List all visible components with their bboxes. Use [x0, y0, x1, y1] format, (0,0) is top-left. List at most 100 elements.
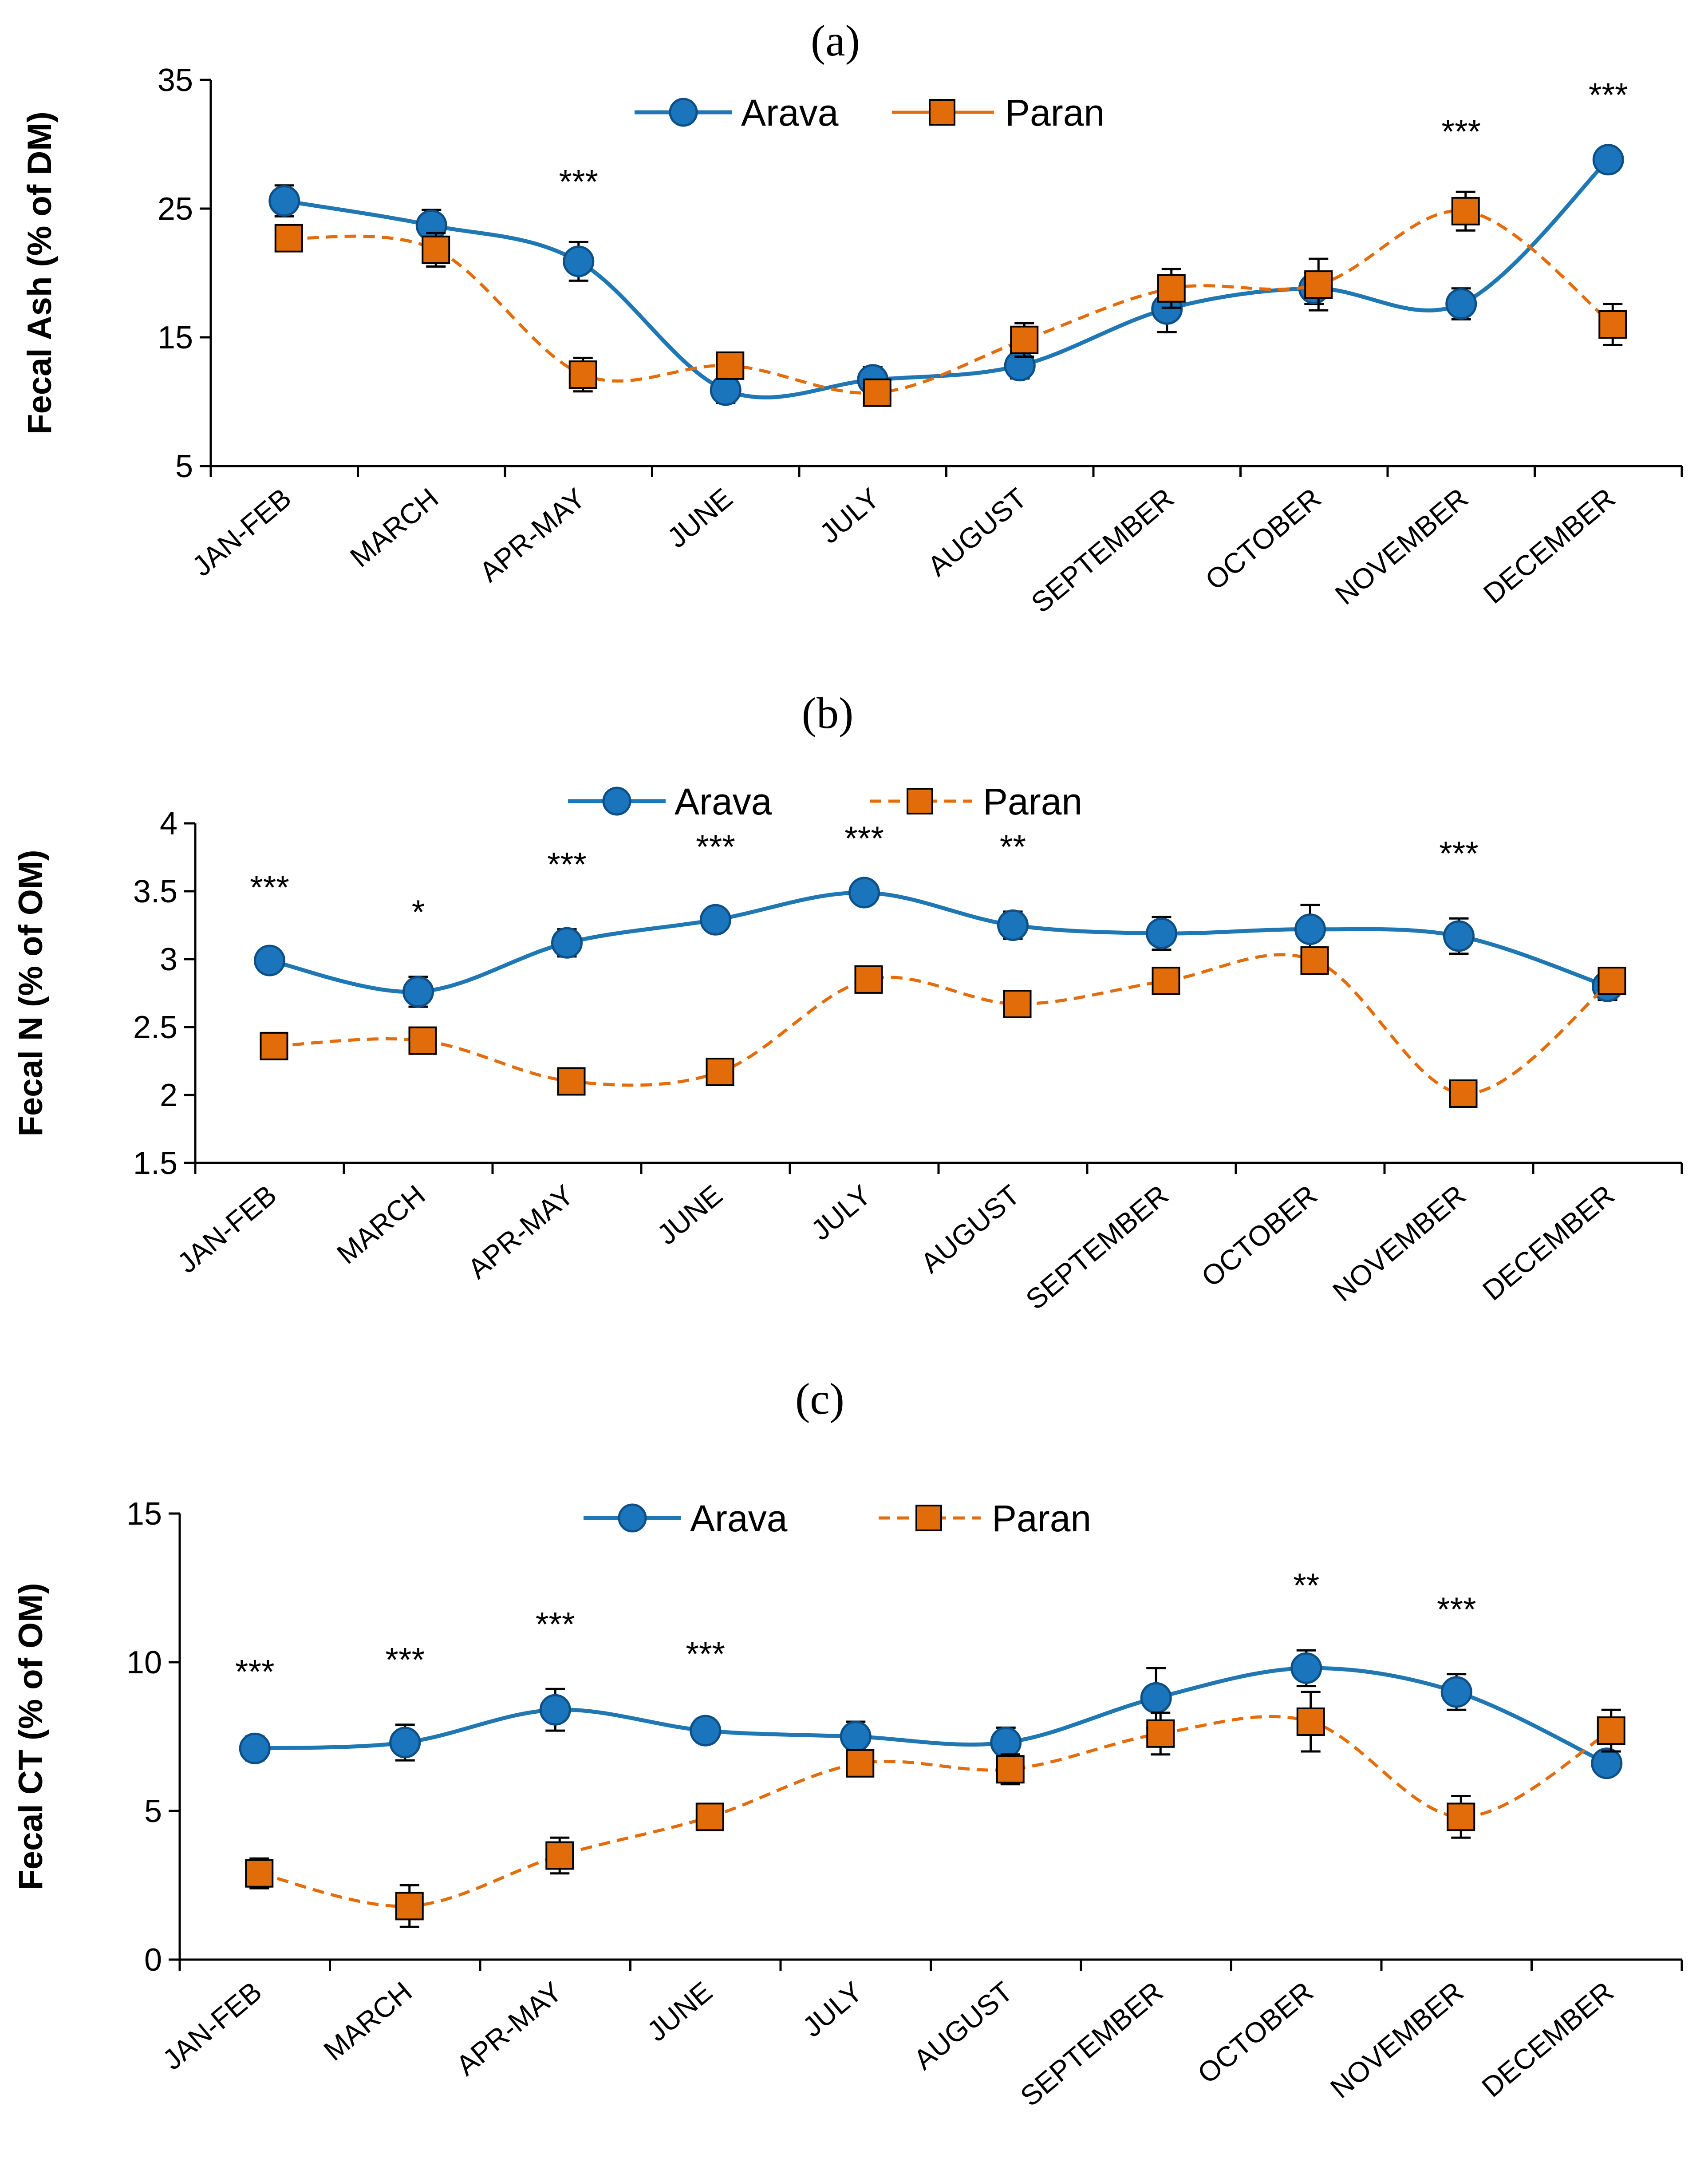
y-tick-label: 5: [144, 1794, 162, 1829]
x-tick-label: JULY: [797, 1976, 869, 2043]
data-point: [1152, 966, 1180, 995]
x-tick-label: OCTOBER: [1199, 482, 1327, 597]
data-point: [700, 904, 731, 936]
x-tick-label: NOVEMBER: [1329, 482, 1474, 611]
data-point: [1294, 913, 1326, 945]
panel-label: (a): [811, 16, 860, 65]
data-point: [1304, 270, 1333, 299]
legend-label-arava: Arava: [690, 1498, 788, 1539]
data-point: [1300, 946, 1329, 975]
x-tick-label: JUNE: [661, 482, 738, 554]
x-tick-label: AUGUST: [907, 1976, 1019, 2076]
x-tick-label: JUNE: [651, 1179, 728, 1251]
x-tick-label: AUGUST: [915, 1179, 1026, 1280]
legend-label-arava: Arava: [675, 781, 772, 822]
data-point: [260, 1032, 288, 1060]
y-tick-label: 35: [158, 63, 193, 98]
y-tick-label: 3: [160, 942, 178, 977]
series-line: [255, 1666, 1608, 1765]
x-tick-label: APR-MAY: [462, 1179, 580, 1285]
data-point: [996, 1755, 1025, 1784]
x-tick-label: JAN-FEB: [157, 1976, 268, 2076]
data-point: [1449, 1079, 1478, 1108]
x-tick-label: MARCH: [318, 1976, 418, 2067]
data-point: [1592, 144, 1624, 176]
data-point: [1447, 1802, 1475, 1831]
y-tick-label: 2: [160, 1078, 178, 1113]
y-tick-label: 5: [175, 449, 193, 484]
x-tick-label: MARCH: [331, 1179, 431, 1270]
significance-marker: ***: [844, 820, 884, 858]
data-point: [695, 1802, 724, 1831]
series-paran: [245, 1691, 1625, 1928]
data-point: [846, 1749, 875, 1778]
data-point: [539, 1694, 571, 1726]
data-point: [545, 1841, 574, 1870]
x-tick-label: JAN-FEB: [171, 1179, 283, 1280]
significance-marker: ***: [696, 828, 735, 866]
significance-marker: **: [1293, 1567, 1319, 1605]
y-tick-label: 10: [126, 1645, 162, 1680]
series-line: [288, 209, 1614, 395]
x-tick-label: JULY: [813, 482, 886, 550]
legend-label-paran: Paran: [992, 1498, 1091, 1539]
data-point: [395, 1892, 424, 1921]
data-point: [706, 1057, 734, 1086]
x-tick-label: OCTOBER: [1191, 1976, 1319, 2090]
significance-marker: ***: [686, 1635, 725, 1673]
data-point: [1296, 1708, 1325, 1736]
series-line: [269, 890, 1608, 994]
data-point: [1146, 917, 1177, 949]
data-point: [863, 378, 891, 407]
y-tick-label: 0: [144, 1942, 162, 1978]
legend-marker-arava: [669, 98, 698, 127]
x-tick-label: APR-MAY: [473, 482, 592, 589]
y-tick-label: 15: [126, 1496, 162, 1532]
x-tick-label: AUGUST: [922, 482, 1033, 583]
x-tick-label: SEPTEMBER: [1025, 482, 1180, 619]
panel-label: (b): [802, 688, 854, 738]
data-point: [716, 351, 745, 380]
significance-marker: **: [1000, 828, 1026, 866]
legend-marker-paran: [929, 99, 955, 126]
legend-marker-arava: [618, 1503, 647, 1533]
series-line: [274, 953, 1613, 1095]
data-point: [1598, 966, 1626, 995]
data-point: [389, 1727, 421, 1759]
x-tick-label: SEPTEMBER: [1020, 1179, 1175, 1316]
significance-marker: ***: [1589, 76, 1628, 114]
data-point: [1443, 920, 1475, 952]
y-axis-label: Fecal N (% of OM): [12, 850, 50, 1136]
x-tick-label: SEPTEMBER: [1014, 1976, 1169, 2113]
data-point: [268, 185, 300, 217]
legend-label-arava: Arava: [741, 92, 839, 134]
x-tick-label: JUNE: [641, 1976, 718, 2048]
series-line: [259, 1715, 1612, 1908]
y-axis-label: Fecal Ash (% of DM): [21, 111, 59, 435]
significance-marker: ***: [536, 1605, 575, 1643]
data-point: [848, 877, 880, 909]
data-point: [990, 1727, 1022, 1759]
y-tick-label: 1.5: [133, 1146, 178, 1181]
series-arava: [254, 877, 1623, 1008]
x-tick-label: DECEMBER: [1476, 1976, 1620, 2103]
data-point: [1597, 1716, 1625, 1745]
series-paran: [274, 190, 1627, 407]
data-point: [274, 224, 303, 253]
data-point: [1010, 325, 1039, 354]
data-point: [1290, 1652, 1322, 1684]
series-arava: [239, 1649, 1623, 1779]
significance-marker: ***: [1437, 1591, 1476, 1628]
x-tick-label: DECEMBER: [1477, 482, 1621, 610]
series-line: [284, 158, 1610, 399]
y-tick-label: 4: [160, 806, 178, 842]
significance-marker: ***: [547, 846, 587, 884]
x-tick-label: JULY: [805, 1179, 877, 1247]
y-tick-label: 15: [158, 320, 193, 356]
legend: Arava Paran: [584, 1498, 1091, 1539]
data-point: [422, 235, 450, 264]
data-point: [997, 909, 1029, 941]
data-point: [1445, 288, 1477, 320]
data-point: [551, 927, 583, 959]
